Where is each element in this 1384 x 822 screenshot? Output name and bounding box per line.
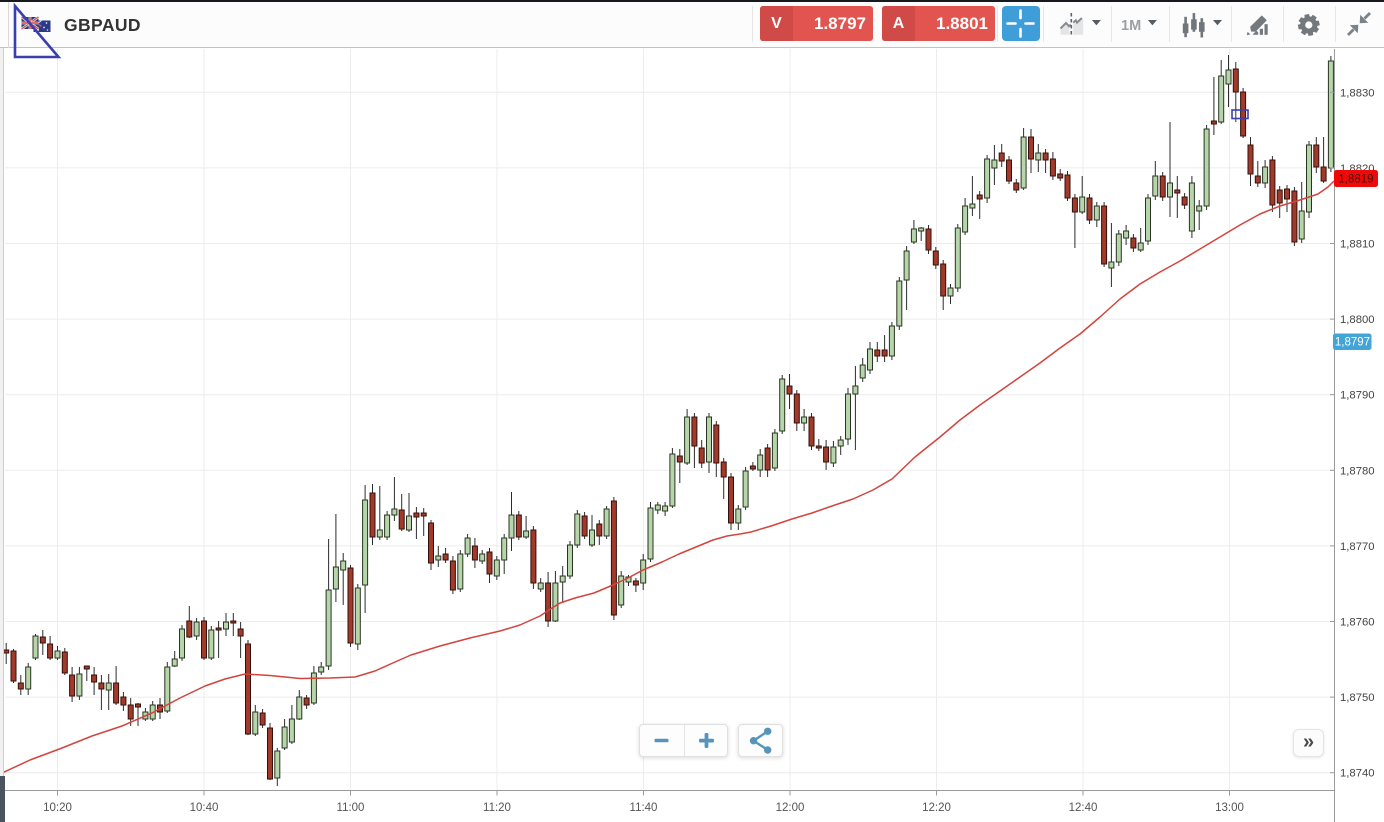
- svg-text:12:40: 12:40: [1069, 802, 1098, 814]
- svg-text:1,8790: 1,8790: [1340, 390, 1375, 402]
- svg-text:13:00: 13:00: [1215, 802, 1244, 814]
- svg-text:11:40: 11:40: [630, 802, 658, 814]
- svg-text:1,8800: 1,8800: [1340, 314, 1375, 326]
- svg-text:11:20: 11:20: [483, 802, 511, 814]
- svg-text:11:00: 11:00: [337, 802, 365, 814]
- svg-text:1,8770: 1,8770: [1340, 541, 1375, 553]
- svg-text:1,8810: 1,8810: [1340, 239, 1375, 251]
- svg-text:1,8760: 1,8760: [1340, 617, 1375, 629]
- svg-text:12:00: 12:00: [776, 802, 805, 814]
- svg-text:10:20: 10:20: [43, 802, 72, 814]
- svg-text:10:40: 10:40: [190, 802, 219, 814]
- svg-text:1,8780: 1,8780: [1340, 465, 1375, 477]
- svg-text:1,8797: 1,8797: [1335, 337, 1370, 349]
- svg-text:1,8750: 1,8750: [1340, 692, 1375, 704]
- svg-text:1,8819: 1,8819: [1338, 174, 1373, 186]
- svg-text:1,8830: 1,8830: [1340, 87, 1375, 99]
- svg-text:12:20: 12:20: [922, 802, 951, 814]
- svg-text:1,8740: 1,8740: [1340, 768, 1375, 780]
